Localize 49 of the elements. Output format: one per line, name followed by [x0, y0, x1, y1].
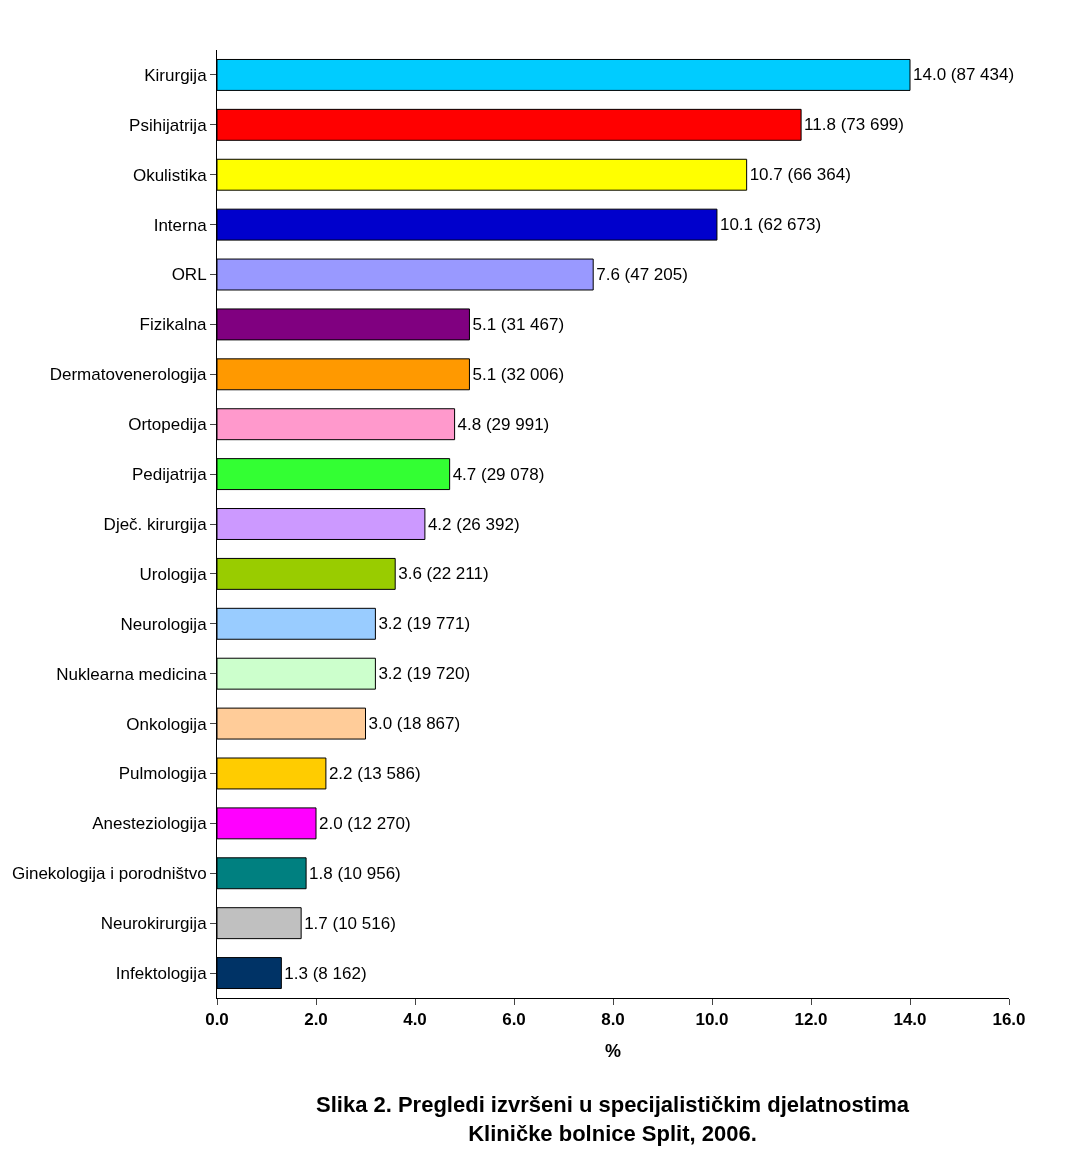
- y-tick-label: Interna: [153, 215, 208, 235]
- data-label: 7.6 (47 205): [596, 265, 688, 285]
- data-label: 1.3 (8 162): [284, 963, 367, 983]
- data-label: 5.1 (31 467): [472, 314, 565, 334]
- y-tick-label: Neurologija: [120, 614, 208, 634]
- x-tick-label: 0.0: [205, 1010, 229, 1030]
- data-label: 3.6 (22 211): [398, 564, 489, 584]
- data-label: 4.2 (26 392): [427, 514, 520, 534]
- x-tick-label: 6.0: [502, 1010, 526, 1030]
- data-label: 2.0 (12 270): [319, 813, 411, 833]
- data-label: 3.0 (18 867): [368, 714, 461, 734]
- y-tick-label: Dječ. kirurgija: [103, 514, 208, 534]
- x-axis-title: %: [604, 1040, 622, 1061]
- data-label: 1.7 (10 516): [304, 913, 396, 933]
- x-tick-label: 10.0: [695, 1010, 729, 1030]
- data-label: 5.1 (32 006): [472, 364, 565, 384]
- data-label: 3.2 (19 771): [378, 614, 471, 634]
- y-tick-label: Psihijatrija: [129, 115, 208, 135]
- data-label: 10.7 (66 364): [749, 165, 851, 185]
- x-tick-label: 2.0: [304, 1010, 328, 1030]
- text: Slika 2. Pregledi izvršeni u specijalističkim djelatnostima Kliničke bolnice Split, 2006.: [316, 1092, 910, 1146]
- y-tick-label: Okulistika: [132, 165, 208, 185]
- data-label: 1.8 (10 956): [309, 863, 401, 883]
- data-label: 3.2 (19 720): [378, 664, 471, 684]
- y-tick-label: Ortopedija: [128, 415, 208, 435]
- y-tick-label: Pedijatrija: [131, 465, 208, 485]
- data-label: 4.8 (29 991): [457, 414, 550, 434]
- y-tick-label: Anesteziologija: [92, 814, 208, 834]
- y-tick-label: Neurokirurgija: [100, 914, 208, 934]
- y-tick-label: Dermatovenerologija: [49, 365, 208, 385]
- y-tick-label: Ginekologija i porodništvo: [11, 864, 207, 884]
- y-tick-label: Infektologija: [115, 964, 208, 983]
- y-tick-label: Urologija: [139, 564, 208, 584]
- data-label: 10.1 (62 673): [719, 215, 822, 235]
- y-tick-label: Kirurgija: [144, 65, 208, 85]
- y-tick-label: Fizikalna: [139, 315, 208, 335]
- data-label: 11.8 (73 699): [804, 115, 904, 135]
- x-tick-label: 14.0: [893, 1010, 927, 1030]
- x-tick-label: 16.0: [992, 1010, 1026, 1030]
- y-tick-label: ORL: [171, 265, 207, 285]
- data-label: 14.0 (87 434): [913, 65, 1015, 85]
- x-tick-label: 12.0: [794, 1010, 828, 1030]
- data-label: 2.2 (13 586): [328, 763, 421, 783]
- data-label: 4.7 (29 078): [452, 464, 545, 484]
- x-tick-label: 8.0: [601, 1010, 625, 1030]
- y-tick-label: Nuklearna medicina: [56, 664, 208, 684]
- y-tick-label: Pulmologija: [118, 764, 208, 784]
- x-tick-label: 4.0: [403, 1010, 427, 1030]
- y-tick-label: Onkologija: [126, 714, 208, 734]
